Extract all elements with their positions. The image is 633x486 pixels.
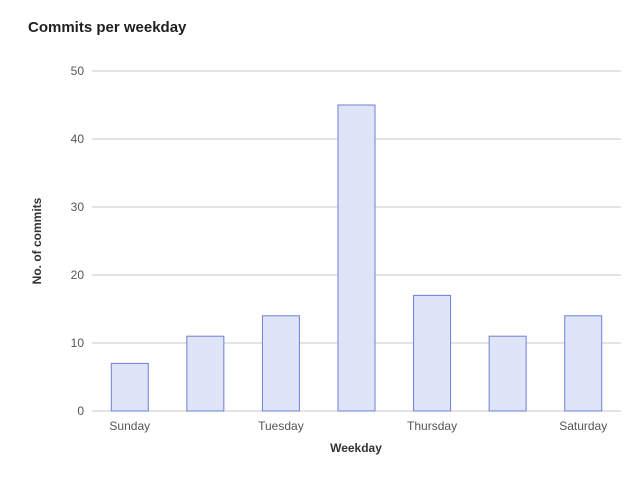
y-tick-label: 50	[71, 64, 85, 78]
bar-tuesday	[261, 315, 300, 412]
y-axis-label: No. of commits	[30, 197, 44, 284]
x-axis-label: Weekday	[330, 441, 382, 455]
chart-title: Commits per weekday	[28, 19, 187, 36]
y-tick-label: 30	[71, 200, 85, 214]
y-tick-label: 20	[71, 268, 85, 282]
y-tick-label: 10	[71, 336, 85, 350]
bar-wednesday	[337, 104, 376, 412]
x-tick-labels: Sunday Tuesday Thursday Saturday	[109, 419, 607, 433]
x-tick-label: Saturday	[559, 419, 607, 433]
bar-sunday	[110, 362, 149, 412]
y-tick-labels: 0 10 20 30 40 50	[71, 64, 85, 418]
bars	[110, 104, 603, 412]
bar-thursday	[413, 294, 452, 412]
x-tick-label: Sunday	[109, 419, 150, 433]
bar-monday	[186, 335, 225, 412]
y-tick-label: 0	[77, 404, 84, 418]
x-tick-label: Thursday	[407, 419, 457, 433]
bar-saturday	[564, 315, 603, 412]
x-tick-label: Tuesday	[258, 419, 304, 433]
y-tick-label: 40	[71, 132, 85, 146]
bar-friday	[488, 335, 527, 412]
